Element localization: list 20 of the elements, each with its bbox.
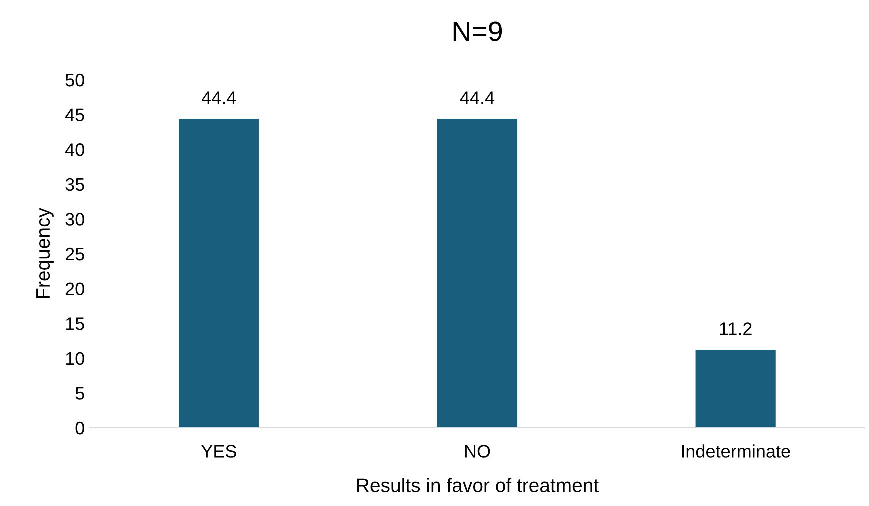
y-tick-label: 10 [66, 352, 84, 366]
x-tick-label: YES [202, 445, 236, 458]
y-tick-label: 0 [76, 422, 84, 435]
y-tick-label: 15 [66, 318, 84, 330]
y-tick-label: 5 [76, 387, 84, 400]
x-tick-label: NO [465, 445, 490, 458]
y-tick-label: 40 [65, 144, 84, 156]
data-label: 44.4 [202, 92, 236, 104]
chart-title: N=9 [454, 22, 502, 42]
y-tick-label: 35 [66, 178, 84, 192]
x-tick-label: Indeterminate [682, 444, 790, 458]
y-tick-label: 30 [66, 213, 84, 226]
y-tick-label: 45 [65, 108, 84, 122]
y-axis-title: Frequency [36, 208, 54, 298]
x-axis-title: Results in favor of treatment [358, 478, 599, 492]
y-tick-label: 25 [66, 248, 84, 261]
y-tick-label: 20 [66, 282, 84, 296]
data-label: 44.4 [460, 92, 495, 104]
y-tick-label: 50 [66, 74, 84, 87]
data-label: 11.2 [720, 322, 752, 336]
